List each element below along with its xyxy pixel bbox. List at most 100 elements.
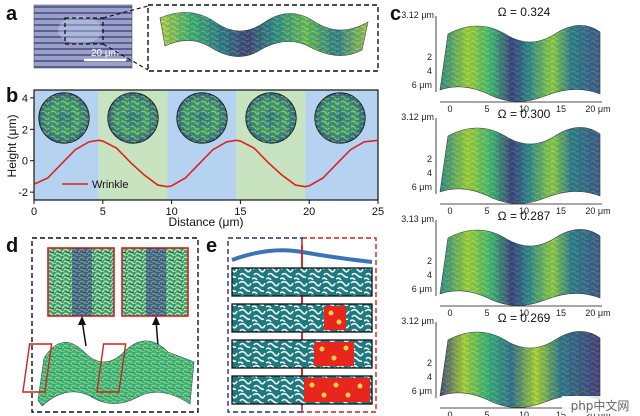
y-tick-label: 2	[427, 154, 432, 164]
x-tick-label: 5	[484, 104, 489, 114]
x-tick-label: 25	[372, 206, 384, 218]
panel-label-d: d	[6, 235, 19, 257]
x-tick-label: 10	[165, 206, 177, 218]
wrinkle-surface-d-texture	[38, 341, 194, 406]
x-tick-label: 10	[519, 410, 529, 416]
arrow-right-head	[152, 316, 160, 325]
roi-right	[96, 343, 127, 393]
panel-label-a: a	[6, 3, 18, 25]
dot	[343, 345, 349, 351]
dot	[319, 346, 325, 352]
y-tick-label: 4	[427, 66, 432, 76]
z-top-label: 3.12 μm	[401, 316, 434, 326]
y-tick-label: 2	[427, 256, 432, 266]
strip-3-dots	[314, 342, 354, 366]
roi-left	[22, 343, 53, 393]
panel-d	[22, 237, 199, 413]
panel-e	[227, 237, 377, 413]
x-tick-label: 15	[556, 104, 566, 114]
pattern-discs	[38, 92, 366, 144]
y-tick-label: 4	[427, 168, 432, 178]
x-tick-label: 20 μm	[585, 308, 610, 318]
z-top-label: 3.12 μm	[401, 112, 434, 122]
dot	[336, 319, 342, 325]
optical-micrograph	[33, 4, 133, 69]
x-tick-label: 0	[447, 206, 452, 216]
x-tick-label: 15	[556, 410, 566, 416]
surface-plot-2: 3.12 μm Ω = 0.300 2 4 6 μm 0 5 10 15 20 μm	[401, 107, 610, 216]
dot	[345, 392, 351, 398]
zoom-frame	[147, 4, 379, 72]
disc-5-texture	[315, 93, 365, 143]
panel-b: Wrinkle 0 5 10 15 20 25 420-2 Distance (μm) H…	[5, 89, 384, 229]
dot	[331, 355, 337, 361]
disc-1-texture	[39, 93, 89, 143]
disc-2-texture	[108, 93, 158, 143]
plot-frame	[33, 89, 379, 201]
surface-texture	[440, 25, 600, 102]
x-tick-label: 15	[234, 206, 246, 218]
omega-label: Ω = 0.300	[498, 107, 551, 121]
x-tick-label: 10	[519, 104, 529, 114]
panel-label-e: e	[206, 235, 218, 257]
y-tick-label: 2	[22, 124, 28, 136]
z-top-label: 3.13 μm	[401, 214, 434, 224]
x-tick-label: 0	[447, 410, 452, 416]
x-tick-label: 10	[519, 308, 529, 318]
dot	[333, 382, 339, 388]
zoom-inset-left	[47, 247, 115, 317]
surface-plot-4: 3.12 μm Ω = 0.269 2 4 6 μm 0 5 10 15 20 μm	[401, 311, 610, 416]
y-ticks: 4 2 0 -2	[18, 93, 34, 199]
y-tick-label: 6 μm	[412, 386, 432, 396]
omega-label: Ω = 0.287	[498, 209, 551, 223]
strip-1	[231, 267, 373, 297]
strip-4-dots	[304, 378, 370, 402]
dot	[309, 382, 315, 388]
zoom-line-bottom	[102, 43, 149, 71]
panel-d-frame	[31, 237, 199, 413]
surface-texture	[440, 331, 600, 408]
x-tick-label: 15	[556, 308, 566, 318]
y-tick-label: 6 μm	[412, 182, 432, 192]
x-tick-label: 20 μm	[585, 206, 610, 216]
dot	[321, 392, 327, 398]
wrinkle-texture	[160, 12, 368, 57]
zoom-line-top	[102, 5, 149, 19]
watermark-bg	[562, 396, 638, 414]
y-tick-label: 6 μm	[412, 80, 432, 90]
y-axis-label: Height (μm)	[5, 115, 19, 178]
y-tick-label: 2	[427, 358, 432, 368]
y-tick-label: 4	[22, 93, 28, 105]
zoom-inset-left-valley	[72, 248, 92, 316]
disc-3-texture	[177, 93, 227, 143]
panel-label-c: c	[390, 3, 402, 25]
scale-bar-label: 20 μm	[91, 48, 119, 59]
omega-label: Ω = 0.324	[498, 5, 551, 19]
arrow-left-head	[78, 316, 86, 325]
zoom-inset-right	[121, 247, 189, 317]
x-tick-label: 5	[484, 308, 489, 318]
micrograph-glow	[58, 16, 102, 44]
panel-label-b: b	[6, 85, 19, 107]
dot	[328, 310, 334, 316]
panel-a: 20 μm	[33, 4, 379, 72]
surface-texture	[440, 229, 600, 306]
strip-2	[231, 303, 373, 333]
strip-2-dots	[324, 306, 346, 330]
x-tick-label: 0	[447, 308, 452, 318]
y-tick-label: 2	[427, 52, 432, 62]
x-axis-label: Distance (μm)	[169, 215, 244, 229]
legend-label: Wrinkle	[92, 179, 128, 191]
pattern-strips	[231, 267, 373, 405]
y-tick-label: -2	[18, 187, 28, 199]
zoom-inset-right-valley	[146, 248, 166, 316]
dot	[357, 383, 363, 389]
surface-plot-1: 3.12 μm Ω = 0.324 2 4 6 μm 0 5 10 15 20 μm	[401, 5, 610, 114]
disc-4-texture	[246, 93, 296, 143]
x-tick-label: 0	[447, 104, 452, 114]
wrinkle-series-line	[33, 139, 379, 188]
omega-label: Ω = 0.269	[498, 311, 551, 325]
x-tick-label: 20 μm	[585, 104, 610, 114]
surface-texture	[440, 127, 600, 204]
